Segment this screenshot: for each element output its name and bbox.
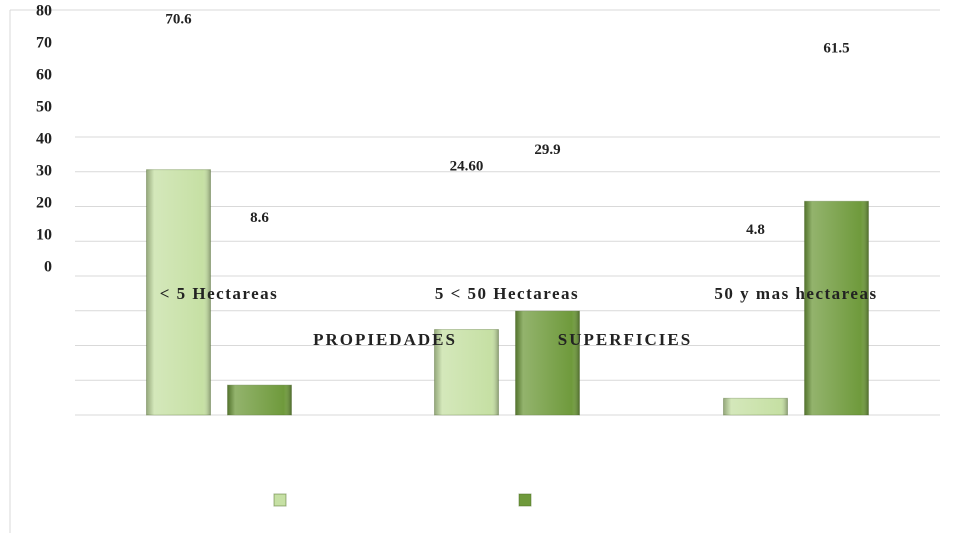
y-tick-label: 20 bbox=[36, 195, 52, 212]
y-tick-label: 80 bbox=[36, 3, 52, 20]
legend-swatch bbox=[518, 493, 532, 507]
y-tick-label: 30 bbox=[36, 163, 52, 180]
value-label: 8.6 bbox=[250, 210, 269, 226]
legend-swatch bbox=[273, 493, 287, 507]
bar-bevel bbox=[723, 398, 788, 415]
y-tick-label: 40 bbox=[36, 131, 52, 148]
bar-bevel bbox=[227, 385, 292, 415]
bar-bevel bbox=[434, 329, 499, 415]
y-tick-label: 10 bbox=[36, 227, 52, 244]
y-tick-label: 60 bbox=[36, 67, 52, 84]
bar-bevel bbox=[804, 201, 869, 415]
bar-bevel bbox=[146, 169, 211, 415]
value-label: 4.8 bbox=[746, 222, 765, 238]
legend-label: PROPIEDADES bbox=[313, 330, 457, 349]
y-tick-label: 0 bbox=[44, 259, 52, 276]
legend-label: SUPERFICIES bbox=[558, 330, 692, 349]
y-tick-label: 50 bbox=[36, 99, 52, 116]
y-tick-label: 70 bbox=[36, 35, 52, 52]
value-label: 70.6 bbox=[165, 12, 192, 28]
x-tick-label: 5 < 50 Hectareas bbox=[435, 284, 579, 303]
x-tick-label: < 5 Hectareas bbox=[160, 284, 279, 303]
bar-bevel bbox=[515, 311, 580, 415]
value-label: 61.5 bbox=[823, 41, 849, 57]
value-label: 24.60 bbox=[450, 159, 484, 175]
value-label: 29.9 bbox=[534, 142, 560, 158]
x-tick-label: 50 y mas hectareas bbox=[714, 284, 877, 303]
